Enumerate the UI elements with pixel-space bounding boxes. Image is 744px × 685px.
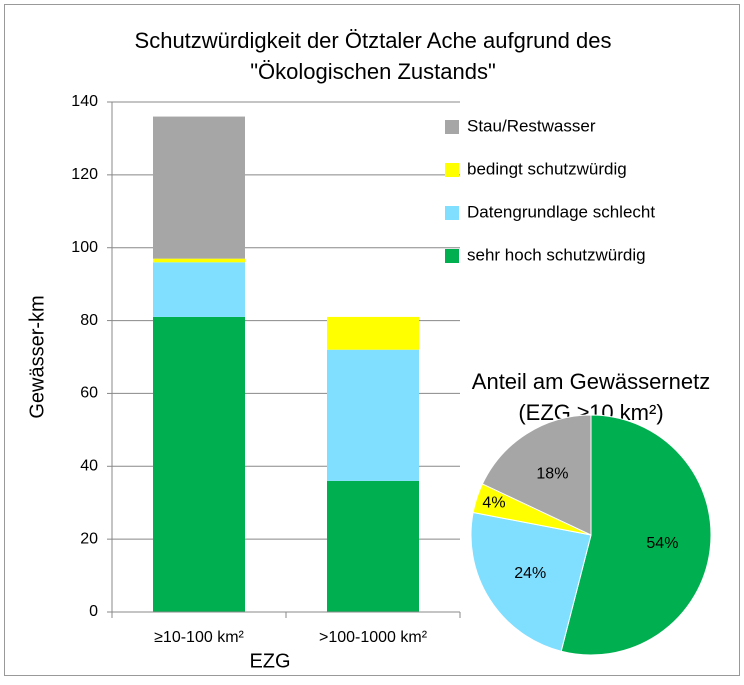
data-label: 54% <box>646 535 678 552</box>
legend-swatch <box>445 249 459 263</box>
legend-swatch <box>445 206 459 220</box>
y-tick-label: 20 <box>80 530 98 547</box>
bar-segment <box>153 116 245 259</box>
bar-segment <box>327 349 419 481</box>
legend-swatch <box>445 120 459 134</box>
pie-slice <box>560 414 712 656</box>
bar-segment <box>153 316 245 612</box>
y-tick-label: 100 <box>71 239 98 256</box>
y-tick-label: 0 <box>89 603 98 620</box>
y-tick-label: 140 <box>71 93 98 110</box>
bar-segment <box>327 316 419 350</box>
y-tick-label: 60 <box>80 385 98 402</box>
y-tick-label: 80 <box>80 312 98 329</box>
x-tick-label: >100-1000 km² <box>319 629 428 646</box>
y-tick-label: 120 <box>71 166 98 183</box>
bar-segment <box>153 262 245 317</box>
chart-title: Schutzwürdigkeit der Ötztaler Ache aufgr… <box>135 28 612 53</box>
bar-segment <box>153 258 245 263</box>
legend-label: Datengrundlage schlecht <box>467 202 655 221</box>
legend-label: bedingt schutzwürdig <box>467 159 627 178</box>
data-label: 24% <box>514 565 546 582</box>
legend-label: Stau/Restwasser <box>467 116 596 135</box>
pie-title: Anteil am Gewässernetz <box>472 369 710 394</box>
pie-slice <box>470 511 592 652</box>
y-axis-label: Gewässer-km <box>26 295 48 418</box>
x-axis-label: EZG <box>249 650 290 672</box>
data-label: 18% <box>536 465 568 482</box>
y-tick-label: 40 <box>80 458 98 475</box>
pie-slice <box>481 414 592 536</box>
legend-label: sehr hoch schutzwürdig <box>467 245 646 264</box>
x-tick-label: ≥10-100 km² <box>154 629 244 646</box>
data-label: 4% <box>482 495 505 512</box>
bar-segment <box>327 480 419 612</box>
legend-swatch <box>445 163 459 177</box>
chart-title: "Ökologischen Zustands" <box>250 59 496 84</box>
